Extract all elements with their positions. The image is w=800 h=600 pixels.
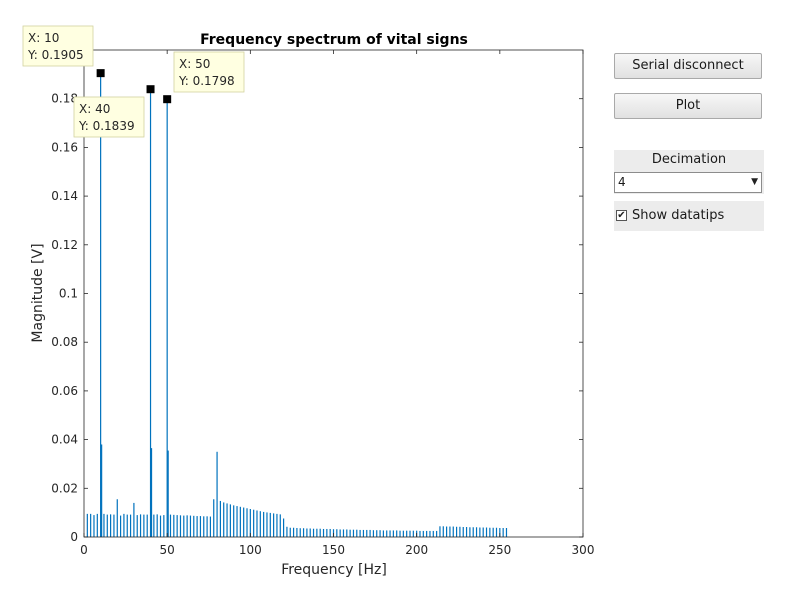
decimation-value: 4 <box>618 175 626 189</box>
decimation-dropdown[interactable]: 4 ▼ <box>614 172 762 193</box>
show-datatips-label: Show datatips <box>632 208 725 223</box>
x-tick-label: 50 <box>160 543 175 557</box>
serial-disconnect-button[interactable]: Serial disconnect <box>614 53 762 79</box>
chart-title: Frequency spectrum of vital signs <box>200 32 468 48</box>
bar-series <box>86 73 508 537</box>
plot-button[interactable]: Plot <box>614 93 762 119</box>
x-axis-label: Frequency [Hz] <box>281 562 387 578</box>
datatip-marker <box>146 85 155 94</box>
datatip-y-label: Y: 0.1798 <box>178 74 235 88</box>
y-tick-label: 0.02 <box>51 481 78 495</box>
y-tick-label: 0.1 <box>59 287 78 301</box>
x-tick-label: 200 <box>405 543 428 557</box>
datatip-box <box>173 51 245 93</box>
x-tick-label: 0 <box>80 543 88 557</box>
datatip-box <box>73 96 145 138</box>
datatips-layer: X: 10 Y: 0.1905 X: 40 Y: 0.1839 X: 50 Y: 0.17… <box>22 25 245 138</box>
datatip-x-label: X: 10 <box>28 31 59 45</box>
x-axis: 0 50 100 150 200 250 300 <box>80 50 594 557</box>
decimation-panel: Decimation 4 ▼ <box>614 150 764 194</box>
y-tick-label: 0.04 <box>51 433 78 447</box>
datatip-x-label: X: 40 <box>79 102 110 116</box>
show-datatips-checkbox[interactable]: ✔ <box>616 210 627 221</box>
y-tick-label: 0.14 <box>51 189 78 203</box>
y-tick-label: 0.18 <box>51 92 78 106</box>
datatip-box <box>22 25 94 67</box>
y-tick-label: 0.08 <box>51 335 78 349</box>
y-tick-label: 0.06 <box>51 384 78 398</box>
plot-area-background <box>84 50 583 537</box>
y-tick-label: 0.16 <box>51 140 78 154</box>
datatip-x-label: X: 50 <box>179 57 210 71</box>
y-axis-label: Magnitude [V] <box>30 243 46 342</box>
y-axis: 0 0.02 0.04 0.06 0.08 0.1 0.12 0.14 0.16 0.18 <box>51 92 583 544</box>
datatip-marker <box>96 69 105 78</box>
datatip-y-label: Y: 0.1839 <box>78 119 135 133</box>
datatip-marker <box>163 95 172 104</box>
x-tick-label: 300 <box>572 543 595 557</box>
show-datatips-panel: ✔ Show datatips <box>614 201 764 231</box>
decimation-label: Decimation <box>651 152 727 167</box>
y-tick-label: 0 <box>70 530 78 544</box>
x-tick-label: 150 <box>322 543 345 557</box>
datatip-y-label: Y: 0.1905 <box>27 48 84 62</box>
x-tick-label: 250 <box>488 543 511 557</box>
chevron-down-icon[interactable]: ▼ <box>751 177 758 187</box>
x-tick-label: 100 <box>239 543 262 557</box>
y-tick-label: 0.12 <box>51 238 78 252</box>
